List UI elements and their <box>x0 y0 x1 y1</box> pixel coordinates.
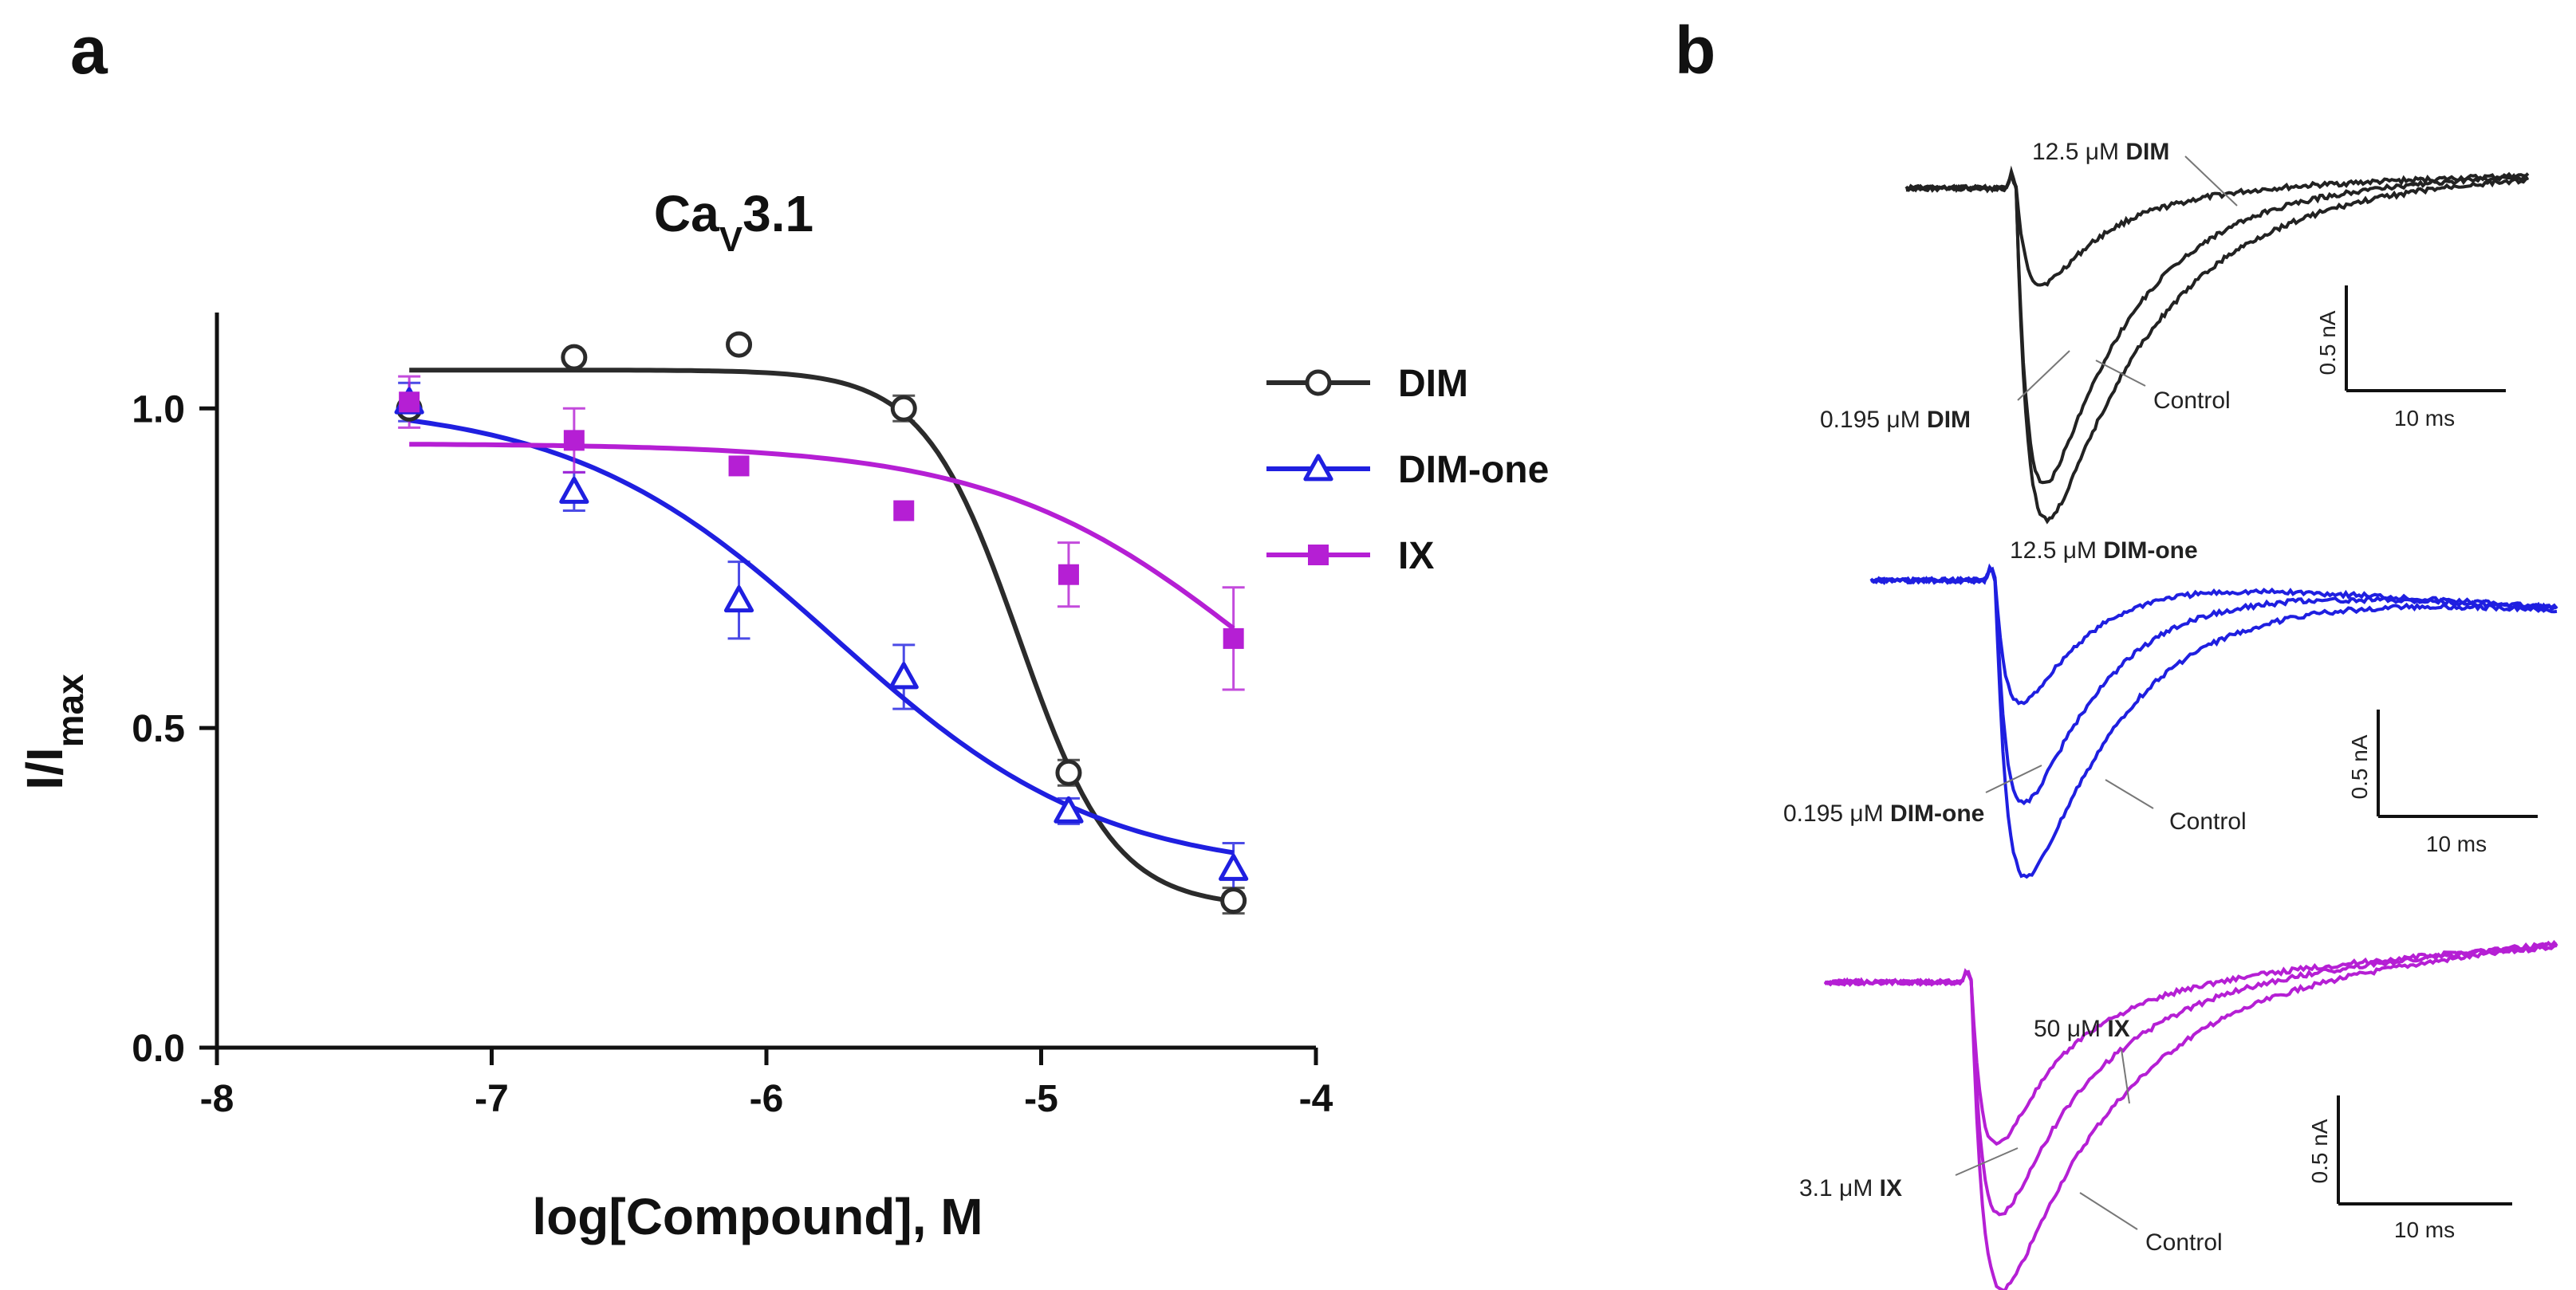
label-ix-control: Control <box>2145 1229 2223 1256</box>
legend-marker-dim <box>1305 369 1332 396</box>
label-dim-low: 0.195 μM DIM <box>1820 407 1971 433</box>
leader-dim-one-control <box>2105 779 2154 809</box>
label-ix-low-bold: IX <box>1880 1175 1902 1202</box>
trace-dim-low <box>1904 165 2530 485</box>
label-dim-one-low-bold: DIM-one <box>1890 800 1984 827</box>
chart-title-end: 3.1 <box>742 185 813 242</box>
data-point-dim-one <box>888 662 919 690</box>
leader-ix-low <box>1955 1147 2019 1176</box>
data-points <box>394 331 1249 914</box>
legend-marker-dim-one <box>1303 454 1333 482</box>
label-dim-high-bold: DIM <box>2125 139 2169 165</box>
data-point-ix <box>893 500 915 521</box>
trace-group-dim-one: 12.5 μM DIM-one 0.195 μM DIM-one Control… <box>1783 537 2558 879</box>
y-tick-label: 1.0 <box>132 388 185 431</box>
data-point-dim <box>726 331 753 358</box>
data-point-dim <box>1055 759 1082 786</box>
trace-ix-low <box>1824 939 2558 1217</box>
label-dim-low-num: 0.195 μM <box>1820 407 1927 433</box>
data-point-dim <box>890 395 917 422</box>
leader-ix-control <box>2079 1192 2138 1230</box>
leader-dim-control <box>2095 360 2146 387</box>
legend: DIM DIM-one IX <box>1266 363 1549 577</box>
data-point-dim-one <box>1054 796 1084 824</box>
legend-label-dim-one: DIM-one <box>1398 449 1549 491</box>
x-tick-label: -5 <box>1024 1078 1058 1120</box>
label-dim-low-bold: DIM <box>1927 407 1971 433</box>
data-point-dim-one <box>559 476 589 504</box>
data-point-ix <box>563 430 585 451</box>
legend-marker-ix <box>1308 545 1329 565</box>
x-tick-label: -4 <box>1299 1078 1333 1120</box>
scale-x-label-ix: 10 ms <box>2394 1217 2455 1242</box>
x-ticks: -8 -7 -6 -5 -4 <box>200 1048 1333 1120</box>
x-axis-title: log[Compound], M <box>532 1188 983 1245</box>
data-point-dim-one <box>723 585 754 613</box>
scale-y-label-ix: 0.5 nA <box>2307 1119 2332 1183</box>
data-point-ix <box>1223 627 1244 649</box>
trace-dim-control <box>1905 169 2529 525</box>
label-ix-low-num: 3.1 μM <box>1799 1175 1880 1202</box>
leader-ix-high <box>2121 1048 2130 1104</box>
trace-group-dim: 12.5 μM DIM 0.195 μM DIM Control 0.5 nA … <box>1820 139 2530 525</box>
label-ix-high-bold: IX <box>2107 1016 2129 1042</box>
legend-label-ix: IX <box>1398 535 1434 577</box>
trace-group-ix: 50 μM IX 3.1 μM IX Control 0.5 nA 10 ms <box>1799 939 2558 1290</box>
x-tick-label: -8 <box>200 1078 234 1120</box>
scale-y-label-dim: 0.5 nA <box>2315 310 2340 375</box>
label-ix-high: 50 μM IX <box>2034 1016 2130 1042</box>
fit-curve-dim-one <box>408 418 1235 855</box>
y-ticks: 0.0 0.5 1.0 <box>132 388 217 1070</box>
data-point-dim <box>1220 887 1247 914</box>
panel-a-letter: a <box>70 13 108 88</box>
label-ix-low: 3.1 μM IX <box>1799 1175 1902 1202</box>
trace-ix-control <box>1823 944 2558 1290</box>
chart-title-main: Ca <box>654 185 719 242</box>
label-ix-high-num: 50 μM <box>2034 1016 2107 1042</box>
trace-ix-high <box>1823 942 2558 1146</box>
chart-title: CaV3.1 <box>654 185 813 259</box>
data-point-dim-one <box>1219 853 1249 881</box>
data-point-ix <box>728 455 750 477</box>
label-dim-high: 12.5 μM DIM <box>2032 139 2169 165</box>
trace-dim-one-high <box>1869 563 2558 706</box>
chart-title-sub: V <box>719 220 743 259</box>
leader-dim-low <box>2017 350 2070 401</box>
label-dim-one-high-bold: DIM-one <box>2103 537 2197 564</box>
label-dim-one-low-num: 0.195 μM <box>1783 800 1890 827</box>
y-tick-label: 0.0 <box>132 1028 185 1070</box>
data-point-ix <box>399 391 420 413</box>
y-axis-title: I/Imax <box>16 674 91 790</box>
label-dim-high-num: 12.5 μM <box>2032 139 2125 165</box>
trace-dim-one-control <box>1870 567 2558 879</box>
panel-b-letter: b <box>1675 13 1715 88</box>
y-tick-label: 0.5 <box>132 708 185 750</box>
label-dim-one-high: 12.5 μM DIM-one <box>2010 537 2198 564</box>
label-dim-one-high-num: 12.5 μM <box>2010 537 2103 564</box>
leader-dim-one-low <box>1985 765 2042 793</box>
y-axis-title-sub: max <box>49 674 91 747</box>
scale-y-label-dim-one: 0.5 nA <box>2347 734 2372 799</box>
scale-x-label-dim: 10 ms <box>2394 406 2455 431</box>
current-traces-panel: 12.5 μM DIM 0.195 μM DIM Control 0.5 nA … <box>1783 139 2558 1290</box>
label-dim-one-control: Control <box>2169 808 2247 835</box>
y-axis-title-main: I/I <box>16 747 73 789</box>
scale-x-label-dim-one: 10 ms <box>2426 832 2487 856</box>
x-tick-label: -6 <box>750 1078 784 1120</box>
x-tick-label: -7 <box>475 1078 509 1120</box>
label-dim-control: Control <box>2153 387 2231 414</box>
legend-label-dim: DIM <box>1398 363 1468 405</box>
data-point-dim <box>561 344 588 371</box>
fit-curves <box>408 368 1235 904</box>
fit-curve-ix <box>409 442 1235 631</box>
leader-dim-high <box>2184 155 2238 206</box>
label-dim-one-low: 0.195 μM DIM-one <box>1783 800 1984 827</box>
data-point-ix <box>1058 564 1079 585</box>
dose-response-chart: CaV3.1 I/Imax log[Compound], M -8 -7 -6 -5-… <box>16 185 1549 1245</box>
